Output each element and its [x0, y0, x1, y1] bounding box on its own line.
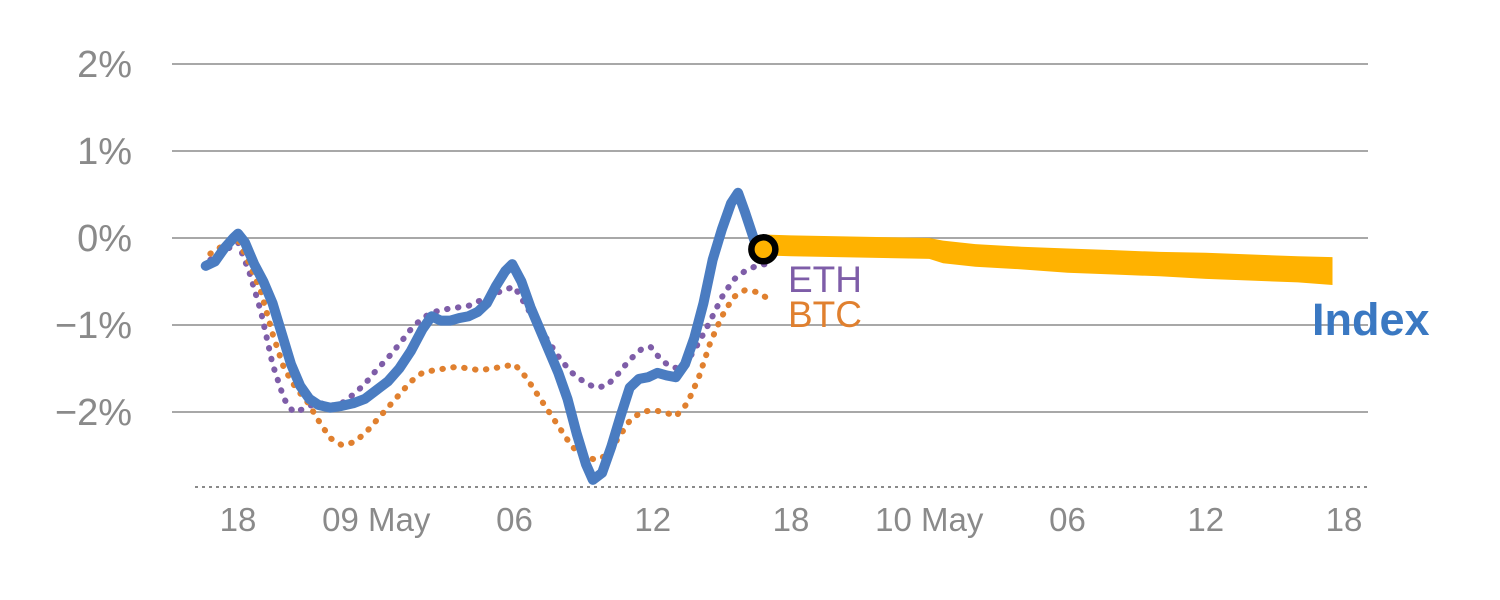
x-tick-label: 06	[1049, 501, 1086, 538]
x-tick-label: 06	[496, 501, 533, 538]
eth-series-label: ETH	[788, 259, 862, 300]
forecast-start-marker	[748, 234, 779, 265]
y-tick-label: −1%	[55, 305, 132, 347]
y-tick-label: 2%	[77, 44, 132, 86]
index-forecast-band	[763, 234, 1333, 285]
btc-line	[207, 236, 769, 463]
x-tick-label: 18	[773, 501, 810, 538]
index-series-label: Index	[1312, 294, 1430, 345]
x-tick-label: 18	[1326, 501, 1363, 538]
y-tick-label: 0%	[77, 218, 132, 260]
x-tick-label: 12	[1187, 501, 1224, 538]
y-tick-label: 1%	[77, 131, 132, 173]
x-tick-label: 09 May	[322, 501, 431, 538]
x-tick-label: 10 May	[875, 501, 984, 538]
btc-series-label: BTC	[788, 294, 862, 335]
x-tick-label: 18	[220, 501, 257, 538]
index-line	[200, 187, 769, 485]
y-tick-label: −2%	[55, 392, 132, 434]
x-tick-label: 12	[634, 501, 671, 538]
